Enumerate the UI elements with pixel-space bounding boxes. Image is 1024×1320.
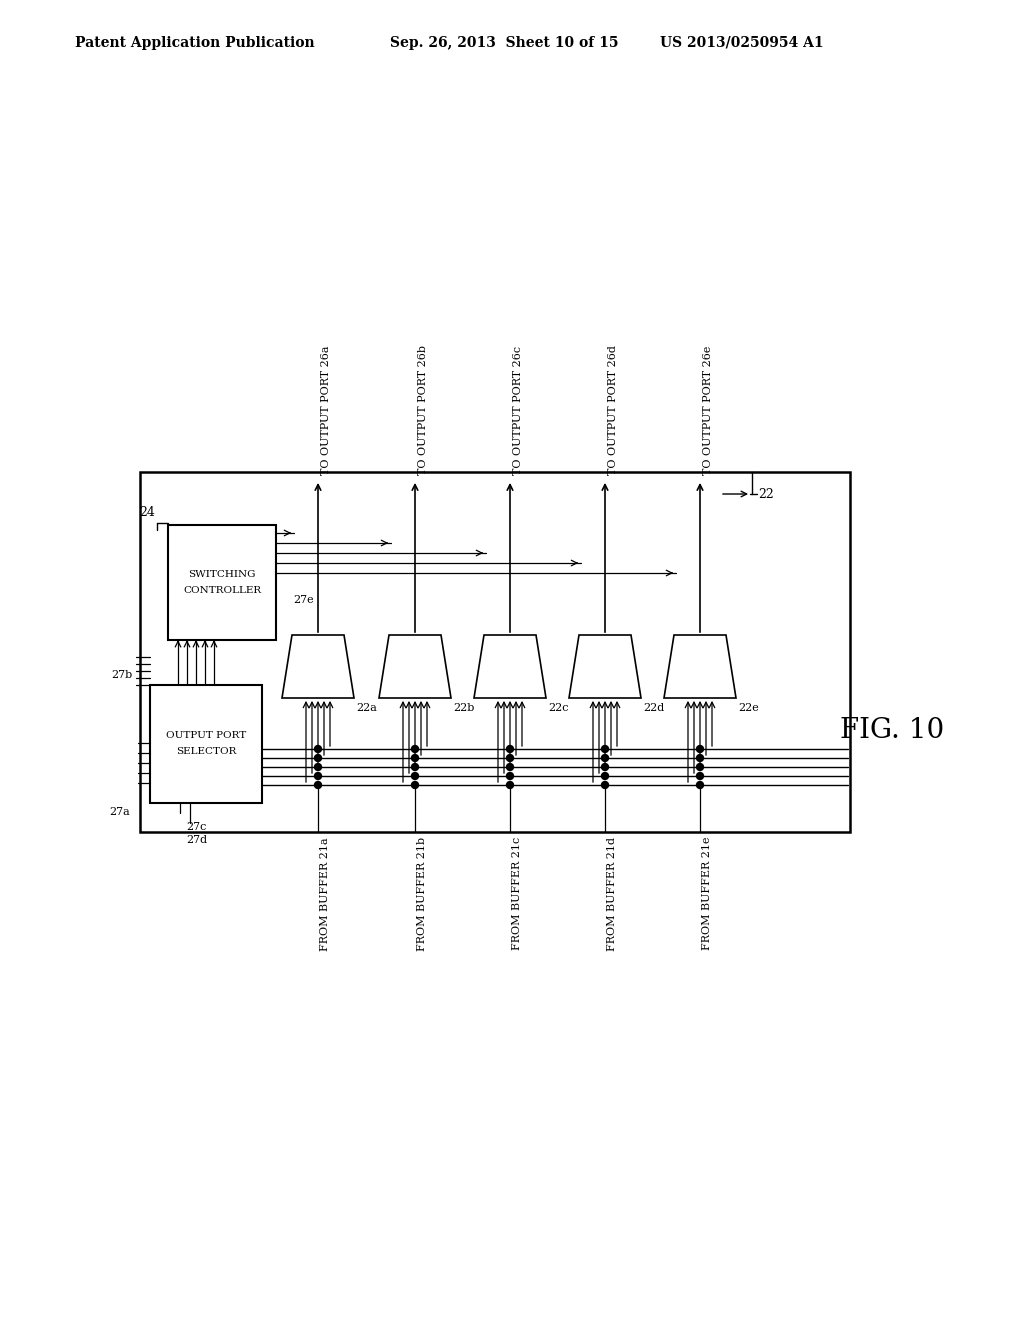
Circle shape <box>314 763 322 771</box>
Polygon shape <box>379 635 451 698</box>
Circle shape <box>601 755 608 762</box>
Circle shape <box>696 772 703 780</box>
Circle shape <box>412 772 419 780</box>
Text: 22d: 22d <box>643 704 665 713</box>
Polygon shape <box>282 635 354 698</box>
Circle shape <box>507 772 513 780</box>
Text: FROM BUFFER 21e: FROM BUFFER 21e <box>702 837 712 950</box>
Circle shape <box>601 772 608 780</box>
Circle shape <box>601 781 608 788</box>
Text: SELECTOR: SELECTOR <box>176 747 237 756</box>
Text: TO OUTPUT PORT 26e: TO OUTPUT PORT 26e <box>703 346 713 475</box>
Text: 22e: 22e <box>738 704 759 713</box>
Polygon shape <box>569 635 641 698</box>
Text: TO OUTPUT PORT 26c: TO OUTPUT PORT 26c <box>513 346 523 475</box>
Polygon shape <box>474 635 546 698</box>
Circle shape <box>412 763 419 771</box>
Bar <box>140 473 850 832</box>
Circle shape <box>314 772 322 780</box>
Circle shape <box>314 781 322 788</box>
Text: US 2013/0250954 A1: US 2013/0250954 A1 <box>660 36 823 50</box>
Text: FROM BUFFER 21c: FROM BUFFER 21c <box>512 837 522 950</box>
Text: 22a: 22a <box>356 704 377 713</box>
Circle shape <box>696 746 703 752</box>
Bar <box>150 685 262 803</box>
Text: OUTPUT PORT: OUTPUT PORT <box>166 731 246 741</box>
Text: FROM BUFFER 21b: FROM BUFFER 21b <box>417 837 427 952</box>
Circle shape <box>696 763 703 771</box>
Circle shape <box>507 755 513 762</box>
Text: TO OUTPUT PORT 26a: TO OUTPUT PORT 26a <box>321 346 331 475</box>
Text: 27b: 27b <box>111 671 132 680</box>
Text: TO OUTPUT PORT 26d: TO OUTPUT PORT 26d <box>608 345 618 475</box>
Text: 22c: 22c <box>548 704 568 713</box>
Text: FROM BUFFER 21a: FROM BUFFER 21a <box>319 837 330 950</box>
Text: 22b: 22b <box>453 704 474 713</box>
Text: Sep. 26, 2013  Sheet 10 of 15: Sep. 26, 2013 Sheet 10 of 15 <box>390 36 618 50</box>
Text: SWITCHING: SWITCHING <box>188 570 256 579</box>
Text: Patent Application Publication: Patent Application Publication <box>75 36 314 50</box>
Circle shape <box>412 755 419 762</box>
Circle shape <box>507 781 513 788</box>
Text: 24: 24 <box>139 506 155 519</box>
Bar <box>168 525 276 640</box>
Circle shape <box>601 746 608 752</box>
Circle shape <box>314 755 322 762</box>
Polygon shape <box>664 635 736 698</box>
Circle shape <box>412 781 419 788</box>
Text: FROM BUFFER 21d: FROM BUFFER 21d <box>607 837 617 950</box>
Text: 27c: 27c <box>186 822 207 832</box>
Text: 27a: 27a <box>110 807 130 817</box>
Text: FIG. 10: FIG. 10 <box>840 717 944 743</box>
Circle shape <box>507 763 513 771</box>
Circle shape <box>601 763 608 771</box>
Circle shape <box>314 746 322 752</box>
Text: CONTROLLER: CONTROLLER <box>183 586 261 595</box>
Text: 27e: 27e <box>293 595 313 605</box>
Circle shape <box>412 746 419 752</box>
Text: TO OUTPUT PORT 26b: TO OUTPUT PORT 26b <box>418 345 428 475</box>
Circle shape <box>696 755 703 762</box>
Text: 27d: 27d <box>186 836 207 845</box>
Text: 22: 22 <box>758 487 774 500</box>
Circle shape <box>507 746 513 752</box>
Circle shape <box>696 781 703 788</box>
